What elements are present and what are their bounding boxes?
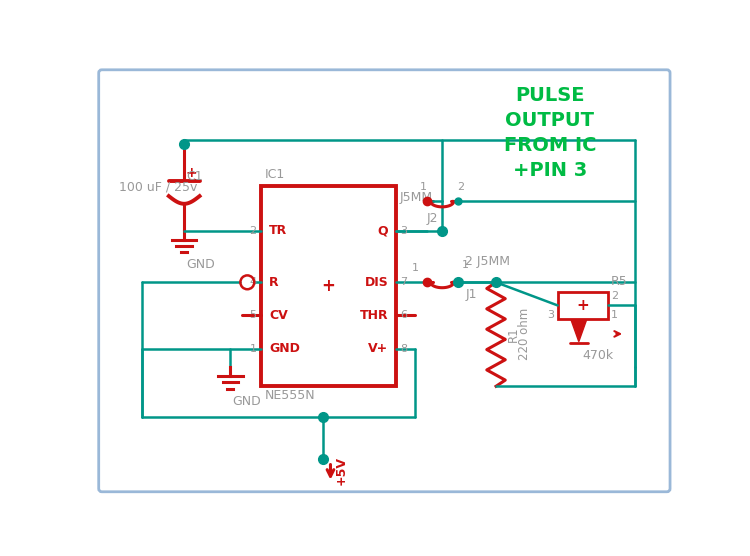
Text: 3: 3 bbox=[400, 226, 407, 236]
Text: R: R bbox=[269, 276, 278, 289]
Text: 2: 2 bbox=[250, 226, 256, 236]
Text: IC1: IC1 bbox=[264, 168, 284, 181]
Text: 1: 1 bbox=[610, 310, 618, 320]
Text: 7: 7 bbox=[400, 277, 408, 287]
Text: GND: GND bbox=[187, 259, 215, 271]
Text: +: + bbox=[322, 277, 335, 295]
Text: 220 ohm: 220 ohm bbox=[518, 308, 530, 360]
Text: 1: 1 bbox=[420, 182, 428, 192]
Text: J5MM: J5MM bbox=[400, 191, 433, 204]
Text: GND: GND bbox=[232, 395, 262, 408]
Text: C1: C1 bbox=[187, 170, 203, 183]
Text: CV: CV bbox=[269, 309, 288, 322]
Text: +: + bbox=[576, 298, 589, 313]
Text: THR: THR bbox=[359, 309, 388, 322]
Text: 2: 2 bbox=[457, 182, 464, 192]
Text: 2 J5MM: 2 J5MM bbox=[465, 255, 510, 269]
Text: +: + bbox=[186, 166, 197, 180]
Text: 470k: 470k bbox=[583, 349, 614, 363]
Text: GND: GND bbox=[269, 342, 300, 355]
Bar bbox=[557, 292, 608, 319]
Text: 8: 8 bbox=[400, 344, 408, 354]
Text: 3: 3 bbox=[548, 310, 554, 320]
Text: 4: 4 bbox=[250, 277, 256, 287]
Text: R5: R5 bbox=[610, 275, 628, 287]
Text: J2: J2 bbox=[427, 212, 438, 225]
Text: TR: TR bbox=[269, 224, 287, 237]
Text: DIS: DIS bbox=[364, 276, 388, 289]
Text: 100 uF / 25v: 100 uF / 25v bbox=[118, 180, 197, 193]
Text: PULSE
OUTPUT
FROM IC
+PIN 3: PULSE OUTPUT FROM IC +PIN 3 bbox=[504, 86, 596, 180]
Text: 2: 2 bbox=[610, 291, 618, 301]
Bar bbox=[261, 186, 396, 386]
Text: 1: 1 bbox=[250, 344, 256, 354]
Text: V+: V+ bbox=[368, 342, 388, 355]
Text: Q: Q bbox=[377, 224, 388, 237]
FancyBboxPatch shape bbox=[99, 70, 670, 492]
Text: 5: 5 bbox=[250, 310, 256, 320]
Text: 6: 6 bbox=[400, 310, 407, 320]
Text: R1: R1 bbox=[507, 326, 520, 342]
Text: J1: J1 bbox=[465, 289, 477, 301]
Text: 1: 1 bbox=[412, 263, 419, 273]
Text: +5V: +5V bbox=[335, 456, 348, 485]
Polygon shape bbox=[571, 320, 586, 341]
Text: NE555N: NE555N bbox=[264, 389, 315, 403]
Text: 1: 1 bbox=[462, 260, 470, 270]
